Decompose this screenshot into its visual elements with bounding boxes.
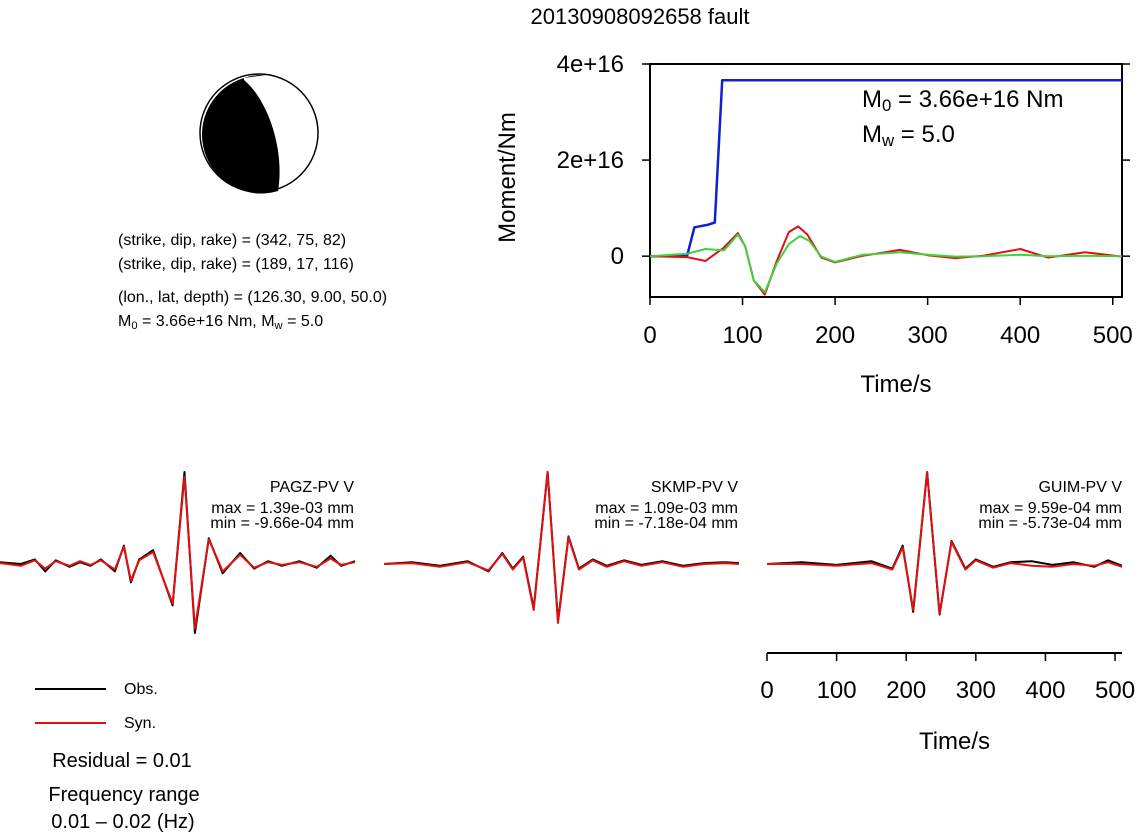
params-m0-sub: 0 [131,319,138,332]
waveform-xtick-label-5: 500 [1095,677,1135,704]
moment-xtick-label-5: 500 [1093,322,1133,349]
params-line-4: M0 = 3.66e+16 Nm, Mw = 5.0 [118,314,323,332]
params-mw-sub: w [274,319,283,332]
waveform-panels [0,471,1123,634]
moment-annotation-m0: M0 = 3.66e+16 Nm [862,88,1063,115]
station-2-name: GUIM-PV V [1038,479,1122,496]
params-m0-prefix: M [118,313,132,330]
params-line-2: (strike, dip, rake) = (189, 17, 116) [118,256,354,273]
waveform-xtick-label-3: 300 [956,677,996,704]
frequency-range-label: Frequency range [48,784,200,806]
waveform-xtick-label-1: 100 [817,677,857,704]
moment-series-2 [649,233,1123,294]
station-0-min: min = -9.66e-04 mm [210,515,354,532]
ann-m0-sub: 0 [882,96,892,116]
moment-plot: 0 100 200 300 400 500 0 2e+16 4e+16 Time/s Moment/… [494,51,1133,398]
ann-mw-value: = 5.0 [894,121,955,148]
params-m0-value: = 3.66e+16 Nm, M [137,313,275,330]
waveform-xtick-label-2: 200 [886,677,926,704]
residual-text: Residual = 0.01 [52,750,192,772]
station-2-max: max = 9.59e-04 mm [979,500,1122,517]
legend-syn-label: Syn. [124,715,157,732]
beachball-small-lobe [244,74,266,78]
station-1-max: max = 1.09e-03 mm [595,500,738,517]
moment-ytick-label-1: 2e+16 [557,147,624,174]
station-1-syn-trace [383,471,740,624]
params-line-1: (strike, dip, rake) = (342, 75, 82) [118,232,347,249]
moment-series-1 [649,225,1123,296]
waveform-xtick-label-4: 400 [1025,677,1065,704]
moment-xtick-label-0: 0 [643,322,656,349]
station-1-min: min = -7.18e-04 mm [594,515,738,532]
station-2-syn-trace [767,471,1123,615]
moment-xtick-label-2: 200 [815,322,855,349]
moment-ylabel: Moment/Nm [494,112,521,243]
ann-m0-value: = 3.66e+16 Nm [891,86,1064,113]
station-1-name: SKMP-PV V [650,479,738,496]
figure-title: 20130908092658 fault [530,4,750,29]
params-mw-value: = 5.0 [282,313,324,330]
moment-xtick-label-3: 300 [908,322,948,349]
moment-xtick-label-1: 100 [723,322,763,349]
legend-obs-label: Obs. [124,681,158,698]
ann-m0-prefix: M [862,86,882,113]
moment-plot-frame [649,63,1123,298]
moment-ytick-label-2: 4e+16 [557,51,624,78]
moment-xlabel: Time/s [860,371,931,398]
params-line-3: (lon., lat, depth) = (126.30, 9.00, 50.0… [118,289,388,306]
station-0-name: PAGZ-PV V [269,479,354,496]
waveform-xlabel: Time/s [919,728,990,755]
station-0-max: max = 1.39e-03 mm [211,500,354,517]
waveform-time-axis: 0 100 200 300 400 500 Time/s [760,652,1135,755]
moment-xtick-label-4: 400 [1000,322,1040,349]
moment-ytick-label-0: 0 [611,243,624,270]
frequency-range-value: 0.01 – 0.02 (Hz) [51,811,195,833]
beachball-compression-lobe [201,78,280,194]
station-0-syn-trace [0,475,356,630]
waveform-xtick-label-0: 0 [760,677,773,704]
beachball-icon [199,73,319,194]
moment-annotation-mw: Mw = 5.0 [862,123,955,150]
ann-mw-sub: w [882,131,895,151]
ann-mw-prefix: M [862,121,882,148]
station-2-min: min = -5.73e-04 mm [978,515,1122,532]
